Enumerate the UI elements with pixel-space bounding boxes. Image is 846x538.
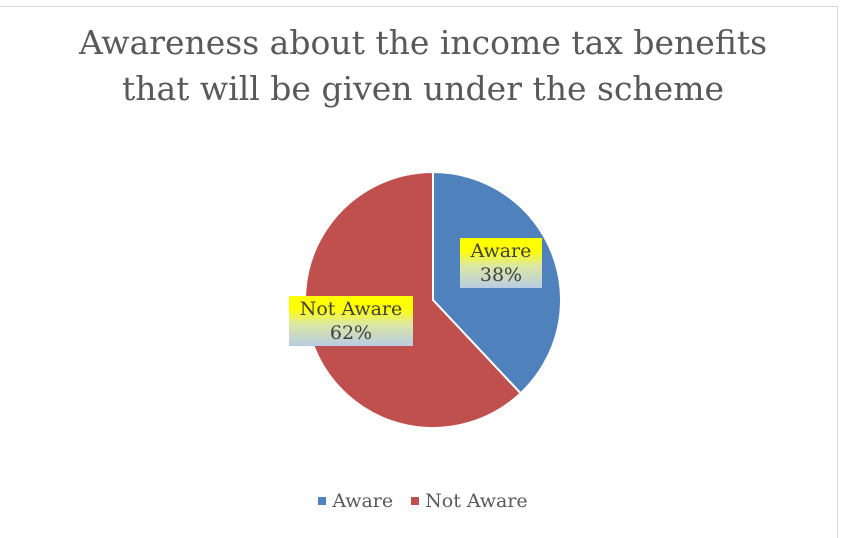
legend-item-not-aware: Not Aware	[411, 490, 528, 512]
data-label-aware-value: 38%	[479, 264, 523, 286]
legend-item-aware: Aware	[318, 490, 393, 512]
data-label-aware: Aware 38%	[460, 238, 542, 288]
chart-title-line-1: Awareness about the income tax benefits	[78, 23, 768, 62]
legend-swatch-aware	[318, 497, 327, 505]
data-label-aware-name: Aware	[470, 240, 532, 262]
legend-label-aware: Aware	[332, 490, 394, 512]
legend-swatch-not-aware	[411, 497, 420, 505]
legend: Aware Not Aware	[0, 490, 846, 512]
data-label-not-aware-value: 62%	[329, 322, 373, 344]
chart-title: Awareness about the income tax benefits …	[0, 20, 846, 112]
chart-title-line-2: that will be given under the scheme	[121, 69, 725, 108]
data-label-not-aware-name: Not Aware	[299, 298, 403, 320]
data-label-not-aware: Not Aware 62%	[289, 296, 413, 346]
legend-label-not-aware: Not Aware	[425, 490, 528, 512]
